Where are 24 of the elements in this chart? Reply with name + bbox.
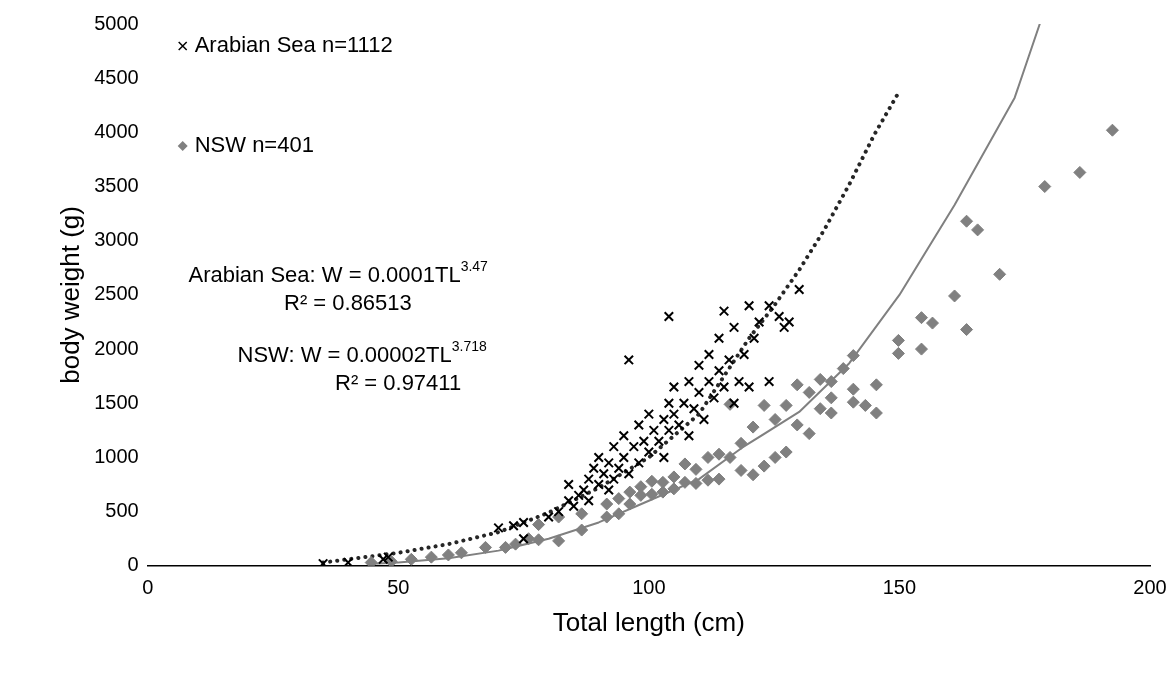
x-tick-label: 200 (1133, 576, 1167, 599)
y-tick-label: 0 (127, 553, 139, 576)
x-tick-label: 150 (882, 576, 917, 599)
y-tick-label: 3000 (94, 228, 139, 251)
x-tick-label: 50 (387, 576, 410, 599)
legend-label: NSW n=401 (194, 132, 314, 158)
annotation: R² = 0.86513 (284, 290, 412, 316)
y-tick-label: 500 (105, 499, 139, 522)
y-tick-label: 1000 (94, 444, 139, 467)
y-tick-label: 4500 (94, 65, 139, 88)
y-tick-label: 1500 (94, 390, 139, 413)
annotation: Arabian Sea: W = 0.0001TL$^{3.47}$ (188, 258, 488, 288)
annotation: NSW: W = 0.00002TL$^{3.718}$ (237, 338, 487, 368)
x-axis-title: Total length (cm) (552, 606, 745, 637)
y-tick-label: 3500 (94, 174, 139, 197)
y-tick-label: 5000 (94, 11, 139, 34)
y-tick-label: 2500 (94, 282, 139, 305)
y-tick-label: 2000 (94, 336, 139, 359)
annotation: R² = 0.97411 (335, 370, 462, 396)
y-axis-title: body weight (g) (54, 206, 85, 384)
x-tick-label: 100 (632, 576, 666, 599)
x-tick-label: 0 (142, 576, 154, 599)
legend-label: Arabian Sea n=1112 (194, 32, 393, 58)
y-tick-label: 4000 (94, 119, 139, 142)
